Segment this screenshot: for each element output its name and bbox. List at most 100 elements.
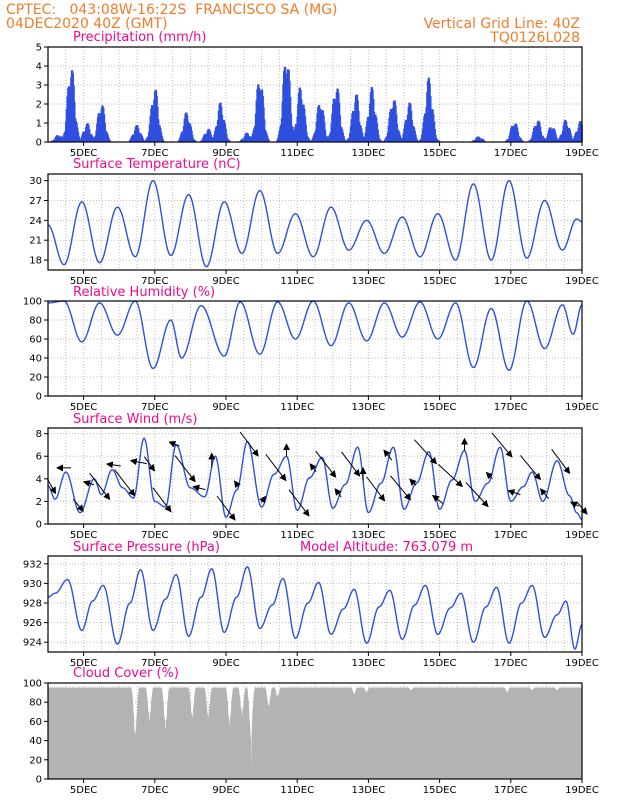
pressure-xtick-label: 19DEC (565, 658, 599, 669)
wind-arrow (239, 431, 259, 457)
precip-bar (78, 139, 81, 142)
temp-xtick-label: 17DEC (494, 276, 528, 287)
precip-xtick-label: 9DEC (212, 148, 239, 159)
cloud-ytick-label: 100 (23, 679, 42, 690)
humidity-ytick-label: 0 (36, 392, 42, 403)
pressure-xtick-label: 13DEC (352, 658, 386, 669)
wind-arrow (144, 456, 156, 472)
precip-bar (194, 140, 197, 142)
wind-xtick-label: 9DEC (212, 530, 239, 541)
cloud-ytick-label: 80 (29, 698, 42, 709)
panel-cloud: 0 20 40 60 80 100 5DEC 7DEC 9DEC 11DEC 13DEC 15DEC 1… (23, 666, 599, 796)
wind-arrow (168, 440, 180, 448)
wind-arrow (491, 432, 513, 458)
wind-xtick-label: 15DEC (423, 530, 457, 541)
wind-arrow (309, 463, 317, 473)
humidity-xtick-label: 5DEC (70, 402, 97, 413)
humidity-series-line (47, 300, 583, 372)
wind-xtick-label: 13DEC (352, 530, 386, 541)
wind-arrow (152, 487, 172, 513)
cloud-frame (47, 682, 583, 780)
wind-arrow (114, 469, 136, 497)
precip-bar (228, 140, 231, 142)
precip-bar (343, 140, 347, 142)
precip-bar (142, 139, 145, 142)
humidity-title: Relative Humidity (%) (73, 285, 215, 300)
wind-ytick-label: 4 (36, 474, 42, 485)
cloud-xtick-label: 5DEC (70, 785, 97, 796)
precip-bar (162, 140, 165, 142)
temp-xtick-label: 11DEC (280, 276, 314, 287)
precip-ytick-label: 3 (36, 81, 42, 92)
cloud-xtick-label: 17DEC (494, 785, 528, 796)
wind-ytick-label: 6 (36, 452, 42, 463)
humidity-ytick-label: 80 (29, 316, 42, 327)
temp-title: Surface Temperature (nC) (73, 157, 241, 172)
header-source: CPTEC: (6, 2, 57, 18)
wind-arrow (366, 476, 386, 502)
precip-ytick-label: 2 (36, 100, 42, 111)
precip-xtick-label: 13DEC (352, 148, 386, 159)
temp-xtick-label: 5DEC (70, 276, 97, 287)
wind-arrow (288, 489, 310, 517)
pressure-xtick-label: 9DEC (212, 658, 239, 669)
wind-xtick-label: 19DEC (565, 530, 599, 541)
pressure-ytick-label: 932 (23, 559, 42, 570)
pressure-title: Surface Pressure (hPa) (73, 540, 220, 555)
precip-xtick-label: 7DEC (141, 148, 168, 159)
pressure-annotation: Model Altitude: 763.079 m (300, 540, 473, 555)
precip-xtick-label: 17DEC (494, 148, 528, 159)
header-coordinates: 043:08W-16:22S (69, 2, 187, 18)
pressure-ytick-label: 926 (23, 618, 42, 629)
wind-arrow (341, 451, 361, 477)
pressure-xtick-label: 17DEC (494, 658, 528, 669)
precip-xtick-label: 19DEC (565, 148, 599, 159)
pressure-xtick-label: 11DEC (280, 658, 314, 669)
temp-series-line (47, 179, 583, 268)
wind-arrow (519, 455, 542, 481)
temp-ytick-label: 21 (29, 236, 42, 247)
humidity-ytick-label: 100 (23, 297, 42, 308)
pressure-series-line (47, 565, 583, 651)
wind-arrow (432, 494, 444, 504)
precip-bar (108, 140, 112, 142)
humidity-xtick-label: 9DEC (212, 402, 239, 413)
humidity-ytick-label: 40 (29, 354, 42, 365)
temp-xtick-label: 9DEC (212, 276, 239, 287)
temp-ytick-label: 30 (29, 176, 42, 187)
wind-arrow (265, 454, 287, 482)
header-grid-line: Vertical Grid Line: 40Z (423, 16, 580, 32)
panel-wind: 0 2 4 6 8 5DEC 7DEC 9DEC 11DEC 13DEC 15DEC 17DEC 19D… (36, 412, 599, 541)
humidity-xtick-label: 13DEC (352, 402, 386, 413)
wind-arrow (174, 455, 196, 483)
panel-humidity: 0 20 40 60 80 100 5DEC 7DEC 9DEC 11DEC 13DEC 15DEC 1… (23, 285, 599, 413)
panel-precip: 0 1 2 3 4 5 5DEC 7DEC 9DEC 11DEC 13DEC 15DEC 17DEC 19… (36, 30, 599, 159)
wind-arrow (413, 439, 438, 465)
wind-ytick-label: 2 (36, 497, 42, 508)
precip-bar (415, 137, 418, 142)
temp-ytick-label: 24 (29, 216, 42, 227)
humidity-xtick-label: 11DEC (280, 402, 314, 413)
precip-bar (521, 140, 524, 142)
wind-arrow (47, 479, 57, 495)
wind-arrow (234, 480, 241, 489)
wind-arrow (192, 484, 206, 492)
wind-title: Surface Wind (m/s) (73, 412, 197, 427)
cloud-title: Cloud Cover (%) (73, 666, 179, 681)
pressure-ytick-label: 928 (23, 599, 42, 610)
wind-arrow (409, 478, 417, 486)
wind-arrow (216, 495, 236, 521)
wind-arrow (82, 480, 95, 487)
precip-bar (267, 140, 270, 142)
panel-temp: 18 21 24 27 30 5DEC 7DEC 9DEC 11DEC 13DEC 15DEC 17D… (29, 157, 599, 287)
pressure-xtick-label: 5DEC (70, 658, 97, 669)
wind-ytick-label: 8 (36, 429, 42, 440)
temp-ytick-label: 27 (29, 196, 42, 207)
precip-xtick-label: 5DEC (70, 148, 97, 159)
precip-title: Precipitation (mm/h) (73, 30, 206, 45)
precip-frame (47, 46, 583, 143)
wind-arrow (259, 495, 266, 504)
cloud-ytick-label: 0 (36, 775, 42, 786)
precip-xtick-label: 11DEC (280, 148, 314, 159)
